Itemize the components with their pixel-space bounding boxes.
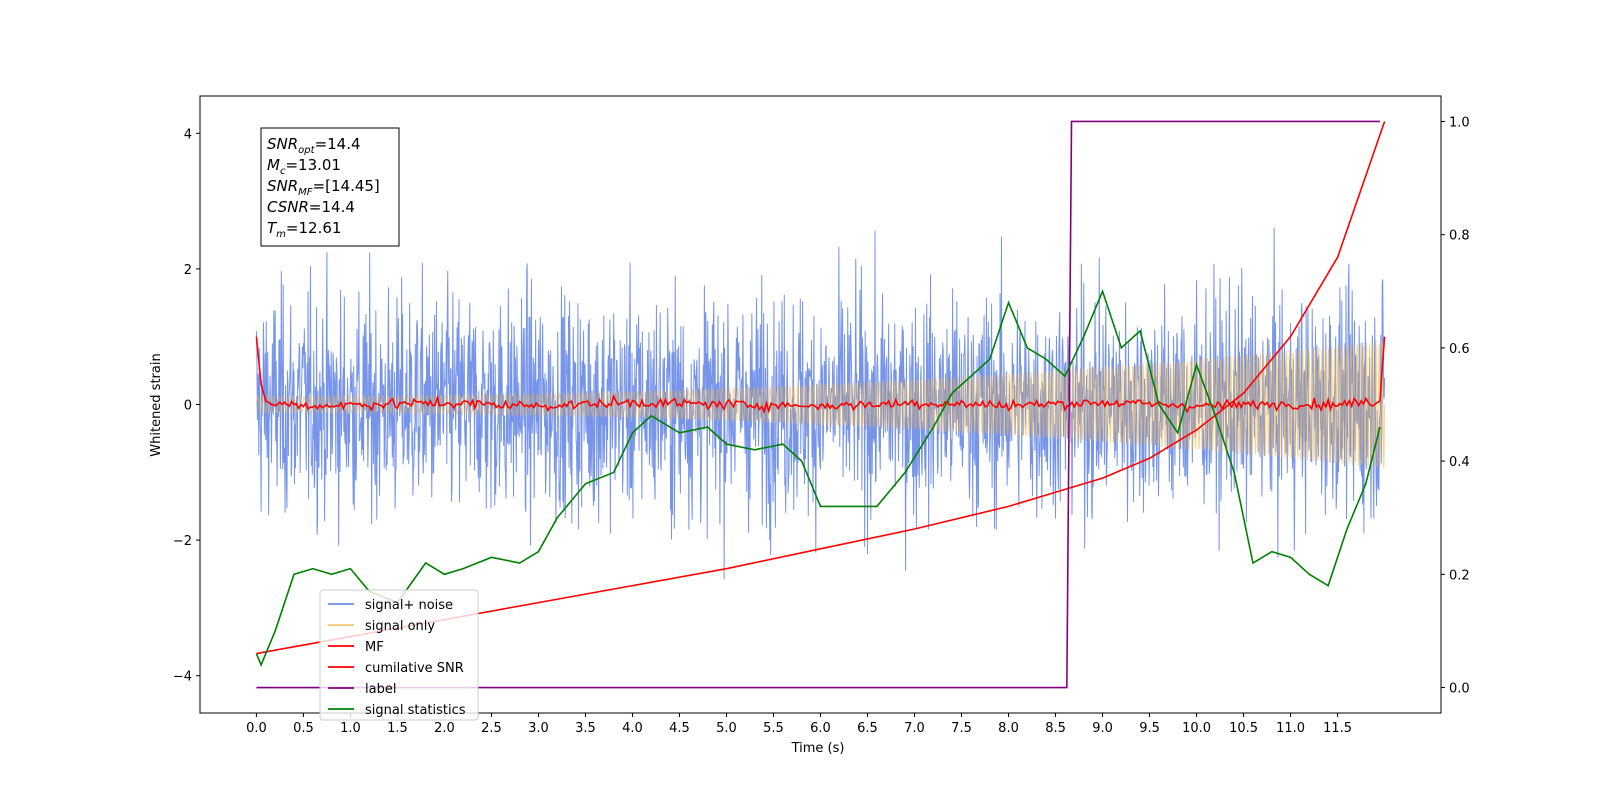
y-axis-left: −4 −2 0 2 4 (173, 127, 200, 685)
x-tick-label: 2.0 (434, 721, 455, 736)
y-axis-label: Whitened strain (149, 353, 164, 456)
x-tick-label: 4.5 (669, 721, 690, 736)
series-mf-line (255, 336, 1386, 414)
legend-entry-label: signal statistics (365, 703, 466, 718)
y-tick-label: −2 (173, 534, 192, 549)
annotation-line: Tm=12.61 (267, 219, 341, 240)
x-tick-label: 9.0 (1092, 721, 1113, 736)
legend: signal+ noise signal only MF cumilative SNR… (319, 589, 479, 721)
legend-entry-label: label (365, 682, 396, 697)
series-cumilative-snr-line (256, 121, 1386, 655)
series-label-line (256, 120, 1380, 689)
legend-entry-label: MF (365, 640, 384, 655)
annotation-line: CSNR=14.4 (267, 198, 355, 216)
x-tick-label: 11.5 (1323, 721, 1352, 736)
x-tick-label: 1.0 (340, 721, 361, 736)
x-tick-label: 3.0 (528, 721, 549, 736)
x-axis-label: Time (s) (791, 741, 845, 756)
annotation-line: Mc=13.01 (267, 156, 341, 177)
x-tick-label: 0.0 (246, 721, 267, 736)
x-tick-label: 7.0 (904, 721, 925, 736)
y-tick-label: −4 (173, 670, 192, 685)
y2-tick-label: 0.4 (1449, 455, 1470, 470)
x-tick-label: 10.5 (1229, 721, 1258, 736)
y-axis-right: 0.0 0.2 0.4 0.6 0.8 1.0 (1441, 115, 1470, 697)
legend-box (319, 589, 479, 721)
x-tick-label: 8.5 (1045, 721, 1066, 736)
y2-tick-label: 0.0 (1449, 682, 1470, 697)
y2-tick-label: 0.2 (1449, 568, 1470, 583)
x-tick-label: 5.5 (763, 721, 784, 736)
x-tick-label: 11.0 (1276, 721, 1305, 736)
x-tick-label: 6.0 (810, 721, 831, 736)
x-tick-label: 3.5 (575, 721, 596, 736)
annotation-line: SNRMF=[14.45] (267, 177, 380, 198)
x-tick-label: 0.5 (293, 721, 314, 736)
x-tick-label: 2.5 (481, 721, 502, 736)
x-tick-label: 9.5 (1139, 721, 1160, 736)
legend-entry-label: cumilative SNR (365, 661, 464, 676)
y2-tick-label: 0.8 (1449, 229, 1470, 244)
x-tick-label: 4.0 (622, 721, 643, 736)
x-tick-label: 1.5 (387, 721, 408, 736)
x-axis: 0.0 0.5 1.0 1.5 2.0 2.5 3.0 3.5 4.0 4.5 5.0 5.5 6.0 6… (246, 713, 1352, 736)
annotation-box (260, 127, 400, 247)
y-tick-label: 0 (184, 399, 192, 414)
y-tick-label: 2 (184, 263, 192, 278)
legend-entry-label: signal+ noise (365, 598, 453, 613)
y2-tick-label: 0.6 (1449, 342, 1470, 357)
legend-entry-label: signal only (365, 619, 435, 634)
annotation-line: SNRopt=14.4 (267, 135, 361, 156)
x-tick-label: 10.0 (1182, 721, 1211, 736)
x-tick-label: 7.5 (951, 721, 972, 736)
y-tick-label: 4 (184, 127, 192, 142)
y2-tick-label: 1.0 (1449, 115, 1470, 130)
series-signal-noise-line (255, 227, 1386, 580)
stats-annotation: SNRopt=14.4Mc=13.01SNRMF=[14.45]CSNR=14.… (260, 127, 400, 247)
x-tick-label: 5.0 (716, 721, 737, 736)
x-tick-label: 6.5 (857, 721, 878, 736)
x-tick-label: 8.0 (998, 721, 1019, 736)
